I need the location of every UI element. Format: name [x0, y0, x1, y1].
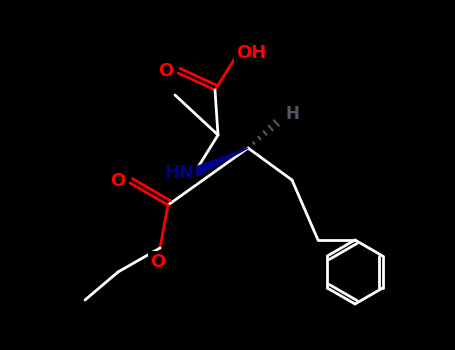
Text: O: O — [150, 253, 166, 271]
Text: H: H — [285, 105, 299, 123]
Text: O: O — [158, 62, 174, 80]
Text: O: O — [111, 172, 126, 190]
Text: OH: OH — [236, 44, 266, 62]
Polygon shape — [193, 148, 248, 176]
Text: HN: HN — [164, 164, 194, 182]
